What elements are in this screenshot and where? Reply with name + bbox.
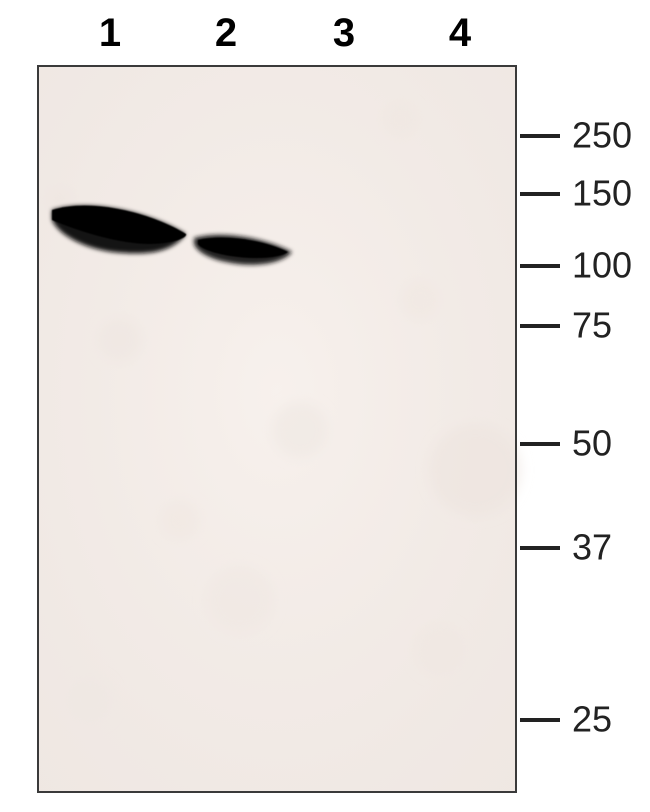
lane-label-4: 4: [449, 11, 472, 55]
membrane-texture: [429, 424, 521, 516]
mw-label-25: 25: [572, 699, 612, 740]
mw-label-150: 150: [572, 173, 632, 214]
mw-label-250: 250: [572, 115, 632, 156]
membrane-texture: [98, 318, 142, 362]
mw-label-50: 50: [572, 423, 612, 464]
membrane-texture: [66, 676, 114, 724]
membrane-texture: [382, 102, 418, 138]
lane-label-1: 1: [99, 11, 121, 55]
mw-label-37: 37: [572, 527, 612, 568]
membrane-texture: [414, 624, 466, 676]
lane-label-2: 2: [215, 11, 237, 55]
mw-label-100: 100: [572, 245, 632, 286]
lane-label-3: 3: [333, 11, 355, 55]
membrane: [38, 66, 521, 792]
membrane-texture: [272, 402, 328, 458]
membrane-texture: [400, 280, 440, 320]
mw-label-75: 75: [572, 305, 612, 346]
membrane-texture: [160, 500, 200, 540]
blot-figure: 1 2 3 4 250 150 100 75 50 37 25: [0, 0, 650, 812]
membrane-texture: [206, 566, 274, 634]
